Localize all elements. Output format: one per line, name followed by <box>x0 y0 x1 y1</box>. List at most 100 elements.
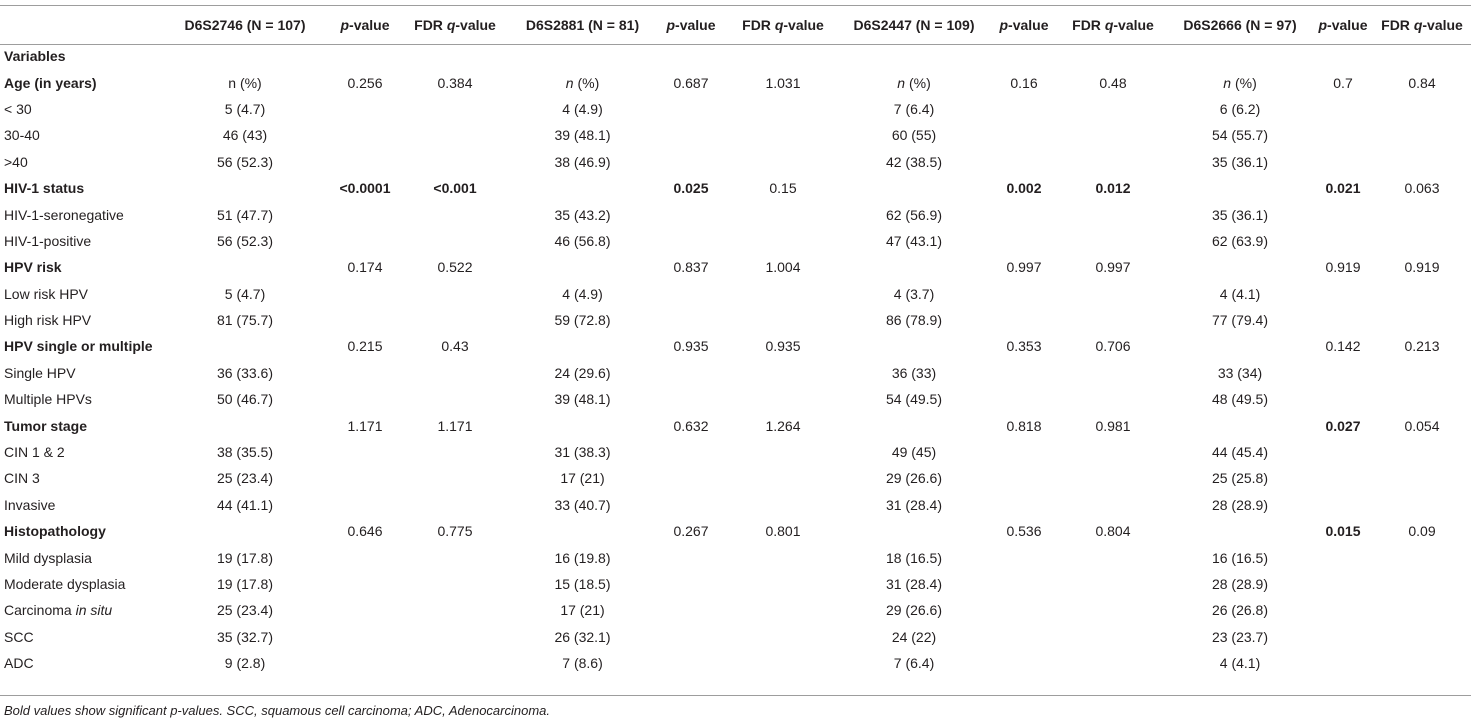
table-cell <box>655 544 727 570</box>
row-label: HIV-1 status <box>4 180 85 197</box>
table-cell: 0.213 <box>1404 338 1440 355</box>
table-cell <box>1059 43 1167 69</box>
table-cell <box>727 360 839 386</box>
table-row: Low risk HPV 5 (4.7) 4 (4.9) 4 (3.7) 4 (4.1) <box>0 281 1471 307</box>
table-cell: 17 (21) <box>560 470 605 487</box>
table-cell: 7 (8.6) <box>562 655 603 672</box>
table-cell <box>400 386 510 412</box>
table-cell: 0.174 <box>347 259 383 276</box>
table-cell <box>1059 149 1167 175</box>
table-cell <box>400 307 510 333</box>
column-header-q3: FDR q-value <box>1072 17 1154 33</box>
table-cell: n (%) <box>565 74 600 91</box>
row-label: Tumor stage <box>4 417 87 434</box>
table-cell: 54 (49.5) <box>885 391 943 408</box>
table-cell <box>727 149 839 175</box>
table-cell: 0.15 <box>769 180 797 197</box>
table-row: Age (in years) n (%) 0.256 0.384 n (%) 0.687 1… <box>0 69 1471 95</box>
table-row: Variables <box>0 43 1471 69</box>
table-cell <box>160 518 330 544</box>
table-cell <box>727 465 839 491</box>
table-cell <box>1373 149 1471 175</box>
table-cell <box>1313 650 1373 676</box>
table-cell: 56 (52.3) <box>216 153 274 170</box>
table-cell <box>1059 386 1167 412</box>
table-cell: 81 (75.7) <box>216 312 274 329</box>
table-cell: 7 (6.4) <box>893 100 935 117</box>
table-cell <box>727 492 839 518</box>
table-cell <box>1313 360 1373 386</box>
table-cell <box>1167 518 1313 544</box>
table-cell: 0.215 <box>347 338 383 355</box>
table-row: HIV-1 status <0.0001 <0.001 0.025 0.15 0.002 0… <box>0 175 1471 201</box>
table-cell: 0.935 <box>673 338 709 355</box>
table-cell <box>400 650 510 676</box>
table-cell <box>989 624 1059 650</box>
table-cell <box>839 518 989 544</box>
table-cell <box>1373 597 1471 623</box>
table-cell: 7 (6.4) <box>893 655 935 672</box>
table-cell <box>1059 597 1167 623</box>
table-cell: 0.353 <box>1006 338 1042 355</box>
table-cell: 26 (26.8) <box>1211 602 1269 619</box>
table-cell: 36 (33.6) <box>216 364 274 381</box>
table-cell <box>1373 96 1471 122</box>
table-cell: 35 (32.7) <box>216 628 274 645</box>
row-label: Age (in years) <box>4 74 97 91</box>
table-cell <box>330 307 400 333</box>
table-cell <box>510 412 655 438</box>
table-cell <box>1313 544 1373 570</box>
table-cell: 36 (33) <box>891 364 937 381</box>
table-cell <box>1373 624 1471 650</box>
table-cell <box>1313 122 1373 148</box>
table-cell <box>655 439 727 465</box>
table-cell: 17 (21) <box>560 602 605 619</box>
table-cell: 1.004 <box>765 259 801 276</box>
row-label: CIN 3 <box>4 470 40 487</box>
table-cell: 56 (52.3) <box>216 232 274 249</box>
table-cell: 49 (45) <box>891 444 937 461</box>
row-label: ADC <box>4 655 34 672</box>
row-label: HPV risk <box>4 259 62 276</box>
table-cell <box>655 360 727 386</box>
bottom-rule <box>0 695 1471 696</box>
table-cell <box>1373 360 1471 386</box>
table-cell: 35 (36.1) <box>1211 206 1269 223</box>
table-cell: 62 (63.9) <box>1211 232 1269 249</box>
table-cell <box>655 597 727 623</box>
table-cell: 19 (17.8) <box>216 549 274 566</box>
table-cell: 38 (46.9) <box>554 153 611 170</box>
table-cell: 0.706 <box>1095 338 1131 355</box>
table-cell <box>1059 624 1167 650</box>
table-cell: 1.171 <box>347 417 383 434</box>
table-cell: 24 (29.6) <box>554 364 611 381</box>
table-cell: 0.837 <box>673 259 709 276</box>
column-header-p1: p-value <box>340 17 390 33</box>
table-cell: 5 (4.7) <box>224 285 266 302</box>
table-cell <box>1373 650 1471 676</box>
table-cell <box>1313 465 1373 491</box>
table-cell <box>330 386 400 412</box>
row-label: High risk HPV <box>4 312 92 329</box>
column-header-d6s2881: D6S2881 (N = 81) <box>525 17 640 33</box>
table-cell: 60 (55) <box>891 127 937 144</box>
row-label: 30-40 <box>4 127 40 144</box>
table-cell <box>400 544 510 570</box>
results-table: D6S2746 (N = 107) p-value FDR q-value D6S28… <box>0 7 1471 676</box>
table-cell: 9 (2.8) <box>224 655 266 672</box>
table-cell <box>330 201 400 227</box>
table-cell <box>1167 254 1313 280</box>
table-cell: 0.256 <box>347 74 383 91</box>
table-cell <box>655 43 727 69</box>
table-cell <box>655 650 727 676</box>
table-cell <box>1059 571 1167 597</box>
row-label: Moderate dysplasia <box>4 576 126 592</box>
table-cell <box>400 96 510 122</box>
table-cell <box>160 412 330 438</box>
table-cell: 26 (32.1) <box>554 628 611 645</box>
table-cell: 0.919 <box>1404 259 1440 276</box>
table-cell <box>655 201 727 227</box>
table-row: HPV risk 0.174 0.522 0.837 1.004 0.997 0.997 0.… <box>0 254 1471 280</box>
table-cell: 1.171 <box>437 417 473 434</box>
table-cell: 29 (26.6) <box>885 470 943 487</box>
